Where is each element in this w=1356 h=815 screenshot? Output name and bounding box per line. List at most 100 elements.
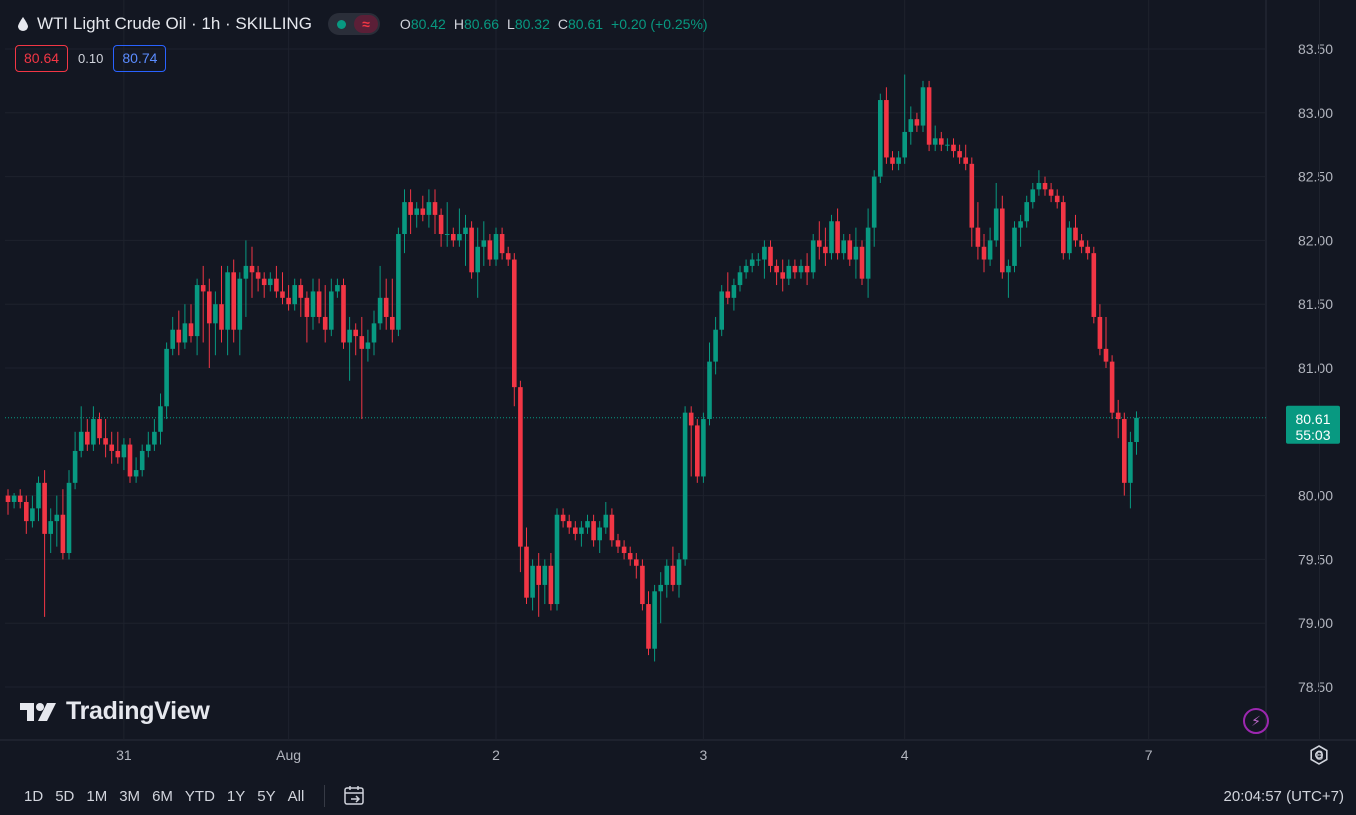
candle-body [853,246,859,260]
candle-body [377,297,383,324]
y-tick-label: 81.00 [1298,360,1333,376]
candle-body [438,214,444,235]
wave-icon: ≈ [353,15,378,33]
spread-value: 0.10 [78,51,104,66]
candle-body [103,438,108,445]
candle-body [975,227,981,247]
candle-body [316,291,322,317]
symbol-title[interactable]: WTI Light Crude Oil · 1h · SKILLING [37,14,312,33]
candle-body [261,278,267,286]
candle-body [127,444,133,477]
gear-icon[interactable] [1309,745,1329,765]
candle-body [768,246,773,266]
candle-body [176,329,182,343]
bottom-toolbar: 1D 5D 1M 3M 6M YTD 1Y 5Y All 20:04:57 (UTC+7) [0,777,1356,815]
candle-body [72,450,78,483]
candle-body [1018,221,1023,228]
candle-body [1048,189,1054,196]
candle-body [542,565,548,585]
buy-price-button[interactable]: 80.74 [113,45,167,72]
x-tick-label: 8 [1316,747,1324,763]
calendar-goto-icon[interactable] [343,784,367,808]
candle-body [481,240,487,247]
candle-body [329,291,334,330]
candle-body [231,272,236,330]
candle-body [243,265,249,279]
candle-body [993,208,999,241]
candle-body [634,559,639,566]
ohlc-value: +0.20 (+0.25%) [611,16,708,32]
candle-body [1115,412,1121,420]
candle-body [97,419,102,439]
candle-body [688,412,694,426]
candle-body [60,514,66,554]
candle-body [1103,348,1109,362]
candle-body [146,444,151,451]
range-button-all[interactable]: All [287,787,305,805]
candle-body [115,450,121,458]
candle-body [609,514,615,541]
ohlc-item: H80.66 [454,16,499,32]
candle-body [298,285,304,298]
range-button-5y[interactable]: 5Y [257,787,276,805]
tradingview-logo[interactable]: TradingView [20,697,210,726]
candle-body [365,342,371,349]
candle-body [17,495,23,502]
candle-body [969,163,975,228]
candle-body [963,157,968,164]
candle-body [359,336,365,349]
candle-body [926,87,932,145]
market-status-toggle[interactable]: ≈ [327,13,380,35]
y-tick-label: 83.00 [1298,105,1333,121]
market-open-dot-icon [336,19,346,29]
candle-body [469,227,474,273]
range-button-1y[interactable]: 1Y [226,787,246,805]
y-tick-label: 79.00 [1298,615,1333,631]
candle-body [444,234,450,236]
candle-body [426,202,432,215]
candle-body [939,138,944,145]
range-button-1m[interactable]: 1M [86,787,108,805]
candle-body [219,304,224,330]
candle-body [463,227,468,235]
toolbar-divider [324,785,326,807]
quote-boxes: 80.64 0.10 80.74 [15,45,167,72]
candle-body [1030,189,1036,203]
candle-body [170,329,175,349]
candle-body [1073,227,1078,241]
candle-body [774,265,779,273]
candle-body [749,259,755,266]
candle-body [652,591,657,649]
range-button-1d[interactable]: 1D [24,787,44,805]
candle-body [207,291,212,324]
candle-body [164,348,169,407]
ohlc-item: O80.42 [400,16,446,32]
range-button-3m[interactable]: 3M [119,787,141,805]
candle-body [225,272,230,330]
candle-body [213,304,218,324]
oil-drop-icon [18,17,28,31]
range-button-6m[interactable]: 6M [152,787,173,805]
candle-body [597,527,602,541]
ohlc-key: O [399,16,411,32]
lightning-icon[interactable]: ⚡ [1243,708,1269,734]
candle-body [505,253,511,260]
clock-timezone[interactable]: 20:04:57 (UTC+7) [1223,787,1344,805]
candle-body [835,221,840,254]
candle-body [560,514,566,522]
candle-body [402,202,407,235]
range-button-5d[interactable]: 5D [55,787,75,805]
range-button-ytd[interactable]: YTD [184,787,215,805]
candle-body [798,265,804,273]
ohlc-key: L [507,16,515,32]
sell-price-button[interactable]: 80.64 [15,45,69,72]
candle-body [292,285,297,305]
candle-body [932,138,938,145]
candle-body [390,316,395,330]
candle-body [1024,202,1029,222]
candle-body [310,291,316,317]
candle-body [487,240,493,260]
candle-body [737,272,743,286]
candle-body [66,482,72,554]
